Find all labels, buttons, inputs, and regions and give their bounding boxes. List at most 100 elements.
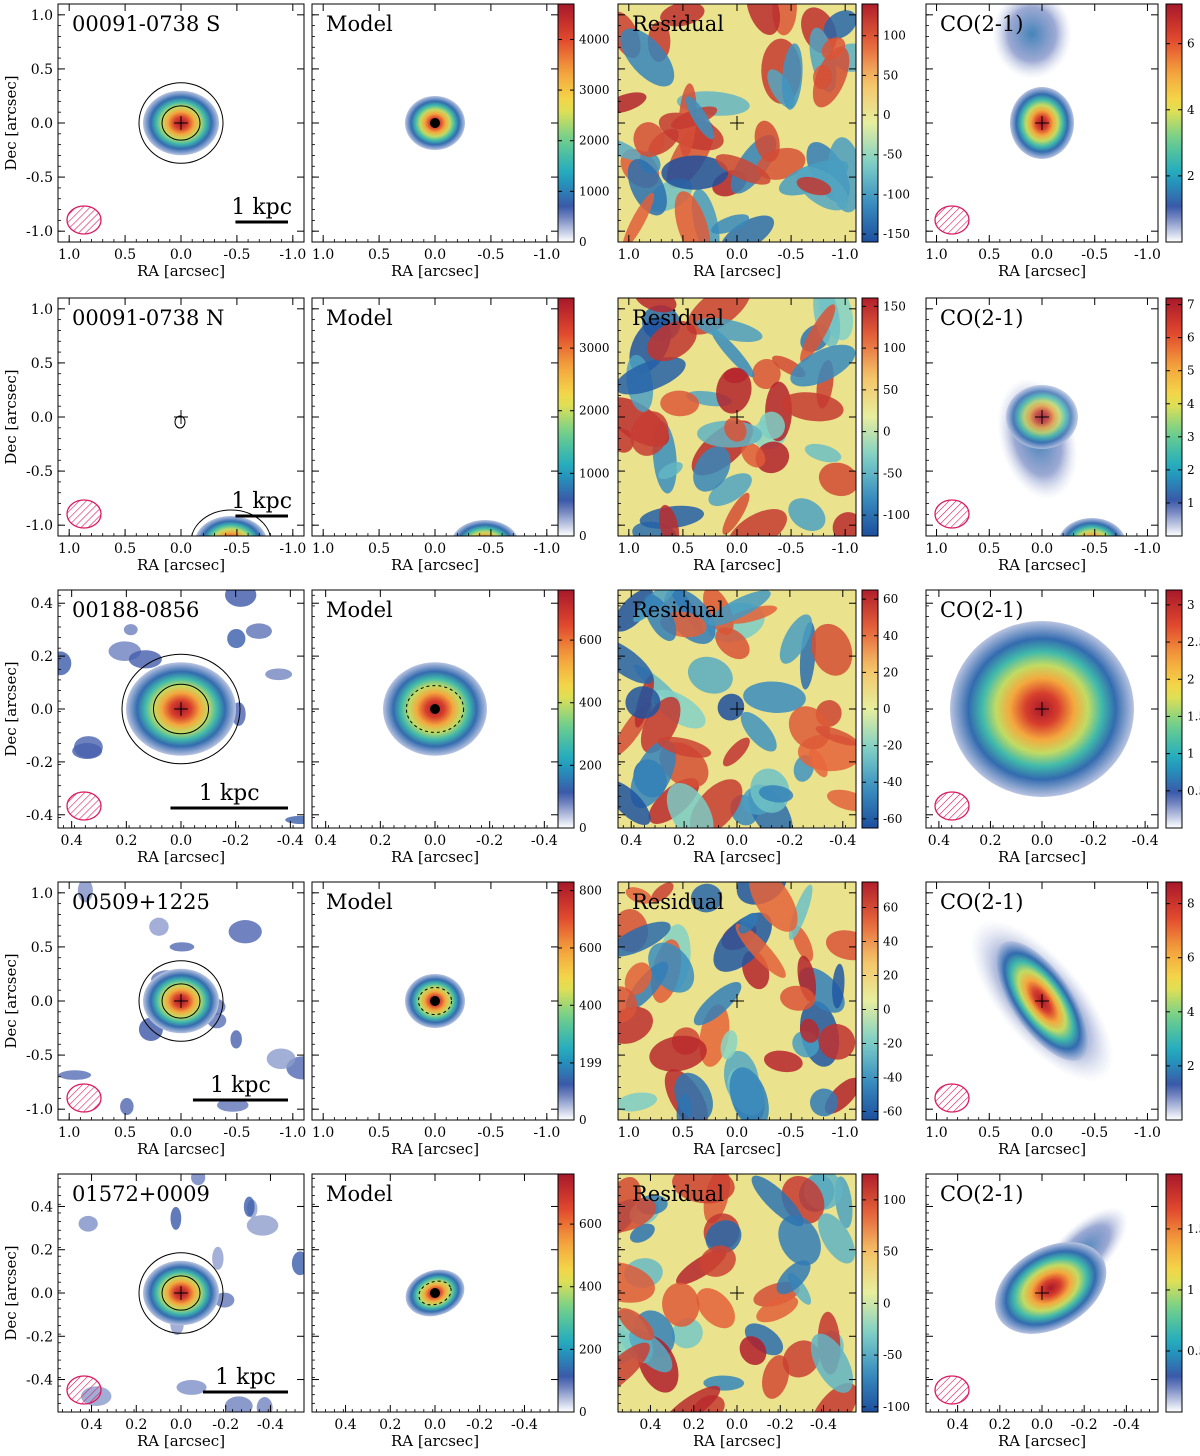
colorbar-tick-label: -20 [883,1037,902,1051]
colorbar-tick-label: 20 [883,665,898,679]
x-tick-label: 0.0 [726,247,748,263]
x-axis-label: RA [arcsec] [391,262,479,280]
x-tick-label: -0.5 [1081,541,1108,557]
x-tick-label: 0.0 [726,541,748,557]
colorbar-tick-label: 1000 [579,466,610,480]
scalebar-label: 1 kpc [231,195,292,220]
x-tick-label: -0.5 [477,1125,504,1141]
noise-patch [228,920,262,944]
noise-patch [224,590,257,607]
colorbar [557,589,575,829]
residual-blob [661,155,729,190]
panel-title: Model [326,12,393,36]
x-tick-label: -0.2 [222,833,249,849]
residual-blob [821,37,846,60]
contour [174,415,186,429]
y-tick-label: -0.2 [26,1329,53,1345]
contour [161,105,201,141]
y-tick-label: 0.0 [31,994,53,1010]
x-tick-label: -1.0 [279,541,306,557]
x-tick-label: 1.0 [58,247,80,263]
residual-blob [799,1018,820,1043]
residual-blob [622,192,655,242]
residual-blob [729,1067,769,1120]
colorbar-tick-label: 400 [579,696,602,710]
x-tick-label: -1.0 [533,247,560,263]
colorbar-tick-label: -100 [883,187,910,201]
residual-blob [812,46,850,108]
colorbar-tick-label: 3000 [579,341,610,355]
x-tick-label: -0.4 [829,833,856,849]
residual-blob [781,43,803,110]
model-contour [418,987,452,1015]
x-tick-label: -1.0 [832,247,859,263]
co-blob-secondary [1059,518,1125,536]
residual-blob [715,627,750,660]
panel-title: CO(2-1) [940,306,1024,330]
residual-blob [810,1333,854,1393]
y-tick-label: 1.0 [31,302,53,318]
residual-blob [735,923,786,978]
y-tick-label: -0.4 [26,1373,53,1389]
colorbar-tick-label: 2.5 [1187,635,1200,649]
x-axis-label: RA [arcsec] [391,1140,479,1158]
residual-blob [758,785,794,803]
colorbar [557,3,575,243]
colorbar-tick-label: 40 [883,629,898,643]
x-tick-label: -0.2 [767,1417,794,1433]
residual-blob [728,509,788,536]
x-tick-label: -1.0 [832,1125,859,1141]
x-tick-label: 0.4 [928,833,950,849]
colorbar-tick-label: 199 [579,1056,602,1070]
x-tick-label: -0.5 [778,247,805,263]
colorbar-tick-label: -50 [883,466,902,480]
residual-blob [763,1050,803,1073]
residual-blob [751,1175,804,1227]
colorbar-tick-label: 0 [883,1296,891,1310]
x-tick-label: -0.2 [476,833,503,849]
x-tick-label: 0.5 [978,541,1000,557]
panel-title: Residual [632,598,724,622]
colorbar-tick-label: 1 [1187,747,1195,761]
residual-blob [618,637,654,684]
noise-patch [256,1397,273,1412]
y-tick-label: 0.0 [31,116,53,132]
panel-title: CO(2-1) [940,12,1024,36]
colorbar-tick-label: 4 [1187,103,1195,117]
noise-patch [77,882,93,903]
x-tick-label: 0.0 [1031,247,1053,263]
residual-blob [832,963,845,1009]
noise-patch [58,651,72,676]
x-tick-label: 1.0 [312,247,334,263]
noise-patch [217,1098,249,1112]
model-image [405,974,465,1028]
y-axis-label: Dec [arcsec] [2,75,20,170]
colorbar-tick-label: -100 [883,508,910,522]
co-panel: 1.0 0.5 0.0 -0.5 -1.0 RA [arcsec] CO(2-1) 2 4 6 8 [925,881,1195,1158]
noise-patch [58,1070,92,1080]
x-axis-label: RA [arcsec] [693,556,781,574]
x-tick-label: 0.5 [672,541,694,557]
colorbar-tick-label: 0 [883,108,891,122]
colorbar [861,1173,879,1413]
x-tick-label: -0.2 [776,833,803,849]
colorbar [1165,297,1183,537]
continuum-panel: 1.0 1.0 0.5 0.5 0.0 0.0 -0.5 -0.5 -1.0 -1.0 RA [ar… [2,3,306,280]
residual-panel: 1.0 0.5 0.0 -0.5 -1.0 RA [arcsec] Residual -150… [617,3,910,280]
residual-blob [660,390,700,417]
y-axis-label: Dec [arcsec] [2,661,20,756]
residual-blob [658,504,680,536]
model-image [405,96,465,150]
colorbar-tick-label: 5 [1187,364,1195,378]
x-axis-label: RA [arcsec] [998,556,1086,574]
colorbar-tick-label: 1.5 [1187,1222,1200,1236]
panel-title: Model [326,598,393,622]
residual-blob [808,749,828,778]
x-tick-label: 1.0 [312,541,334,557]
colorbar-tick-label: 200 [579,758,602,772]
colorbar [557,1173,575,1413]
x-tick-label: 0.4 [61,833,83,849]
residual-blob [629,1329,673,1373]
x-tick-label: 1.0 [58,1125,80,1141]
x-tick-label: 1.0 [618,1125,640,1141]
